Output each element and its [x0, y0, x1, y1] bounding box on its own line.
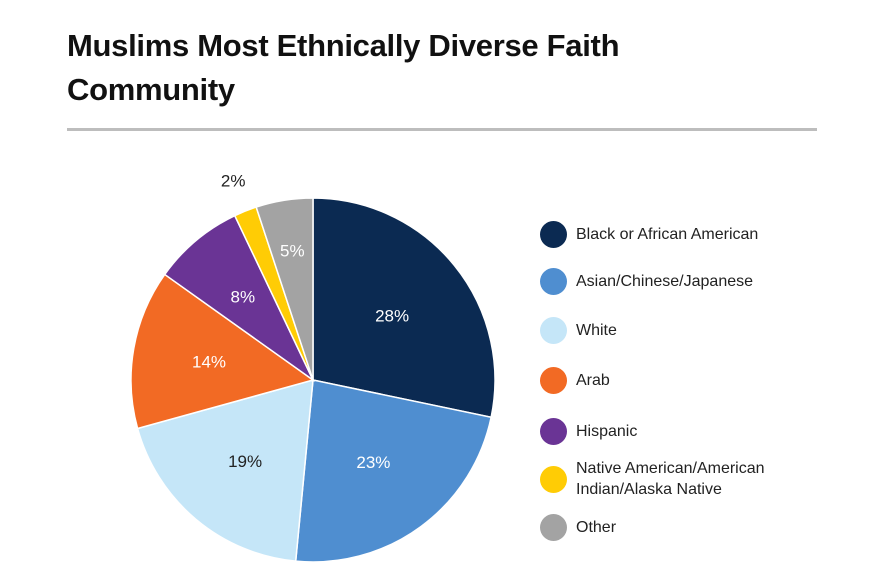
- pie-slice-hispanic: [163, 214, 315, 383]
- pie-label-hispanic: 8%: [231, 287, 256, 306]
- legend-swatch: [540, 221, 567, 248]
- legend-label: Arab: [576, 370, 610, 391]
- pie-slice-white: [136, 378, 314, 562]
- legend-label-line: Arab: [576, 372, 610, 389]
- pie-slice-asian-chinese-japanese: [294, 379, 493, 563]
- pie-label-native-american-american-indian-alaska-native: 2%: [221, 172, 246, 191]
- chart-title-line-1: Muslims Most Ethnically Diverse Faith: [67, 28, 620, 63]
- legend-item-black-or-african-american: Black or African American: [540, 221, 758, 248]
- pie-slices: [130, 197, 496, 563]
- legend-label: Native American/American Indian/Alaska Na…: [576, 458, 765, 500]
- legend-item-native-american-american-indian-alaska-native: Native American/American Indian/Alaska Na…: [540, 458, 765, 500]
- chart-title: Muslims Most Ethnically Diverse Faith Co…: [67, 24, 787, 112]
- title-divider: [67, 128, 817, 131]
- legend-label-line: Indian/Alaska Native: [576, 481, 722, 498]
- legend-swatch: [540, 465, 567, 493]
- pie-slice-other: [255, 197, 314, 381]
- legend-swatch: [540, 317, 567, 344]
- legend-label-line: White: [576, 322, 617, 339]
- pie-label-asian-chinese-japanese: 23%: [356, 453, 390, 472]
- pie-slice-black-or-african-american: [312, 197, 496, 419]
- legend-label-line: Native American/American: [576, 460, 765, 477]
- legend-item-hispanic: Hispanic: [540, 418, 637, 445]
- pie-label-arab: 14%: [192, 353, 226, 372]
- legend-label: Other: [576, 517, 616, 538]
- legend-label-line: Hispanic: [576, 423, 638, 440]
- legend-swatch: [540, 418, 567, 445]
- legend-item-asian-chinese-japanese: Asian/Chinese/Japanese: [540, 268, 753, 295]
- chart-title-line-2: Community: [67, 72, 235, 107]
- legend-label-line: Other: [576, 519, 617, 536]
- legend-swatch: [540, 514, 567, 541]
- legend-item-other: Other: [540, 514, 616, 541]
- pie-label-white: 19%: [228, 452, 262, 471]
- legend-item-white: White: [540, 317, 617, 344]
- legend-label: Asian/Chinese/Japanese: [576, 271, 753, 292]
- legend-item-arab: Arab: [540, 367, 610, 394]
- legend-label: Hispanic: [576, 421, 637, 442]
- pie-label-other: 5%: [280, 242, 305, 261]
- legend-swatch: [540, 268, 567, 295]
- pie-data-labels: 28% 23% 19% 14% 8% 2% 5%: [192, 172, 409, 473]
- legend-swatch: [540, 367, 567, 394]
- chart-legend: Black or African American Asian/Chinese/J…: [540, 0, 870, 579]
- legend-label: Black or African American: [576, 224, 758, 245]
- pie-slice-arab: [130, 273, 315, 430]
- legend-label-line: Asian/Chinese/Japanese: [576, 273, 754, 290]
- legend-label: White: [576, 320, 617, 341]
- legend-label-line: Black or African American: [576, 226, 759, 243]
- pie-label-black-or-african-american: 28%: [375, 307, 409, 326]
